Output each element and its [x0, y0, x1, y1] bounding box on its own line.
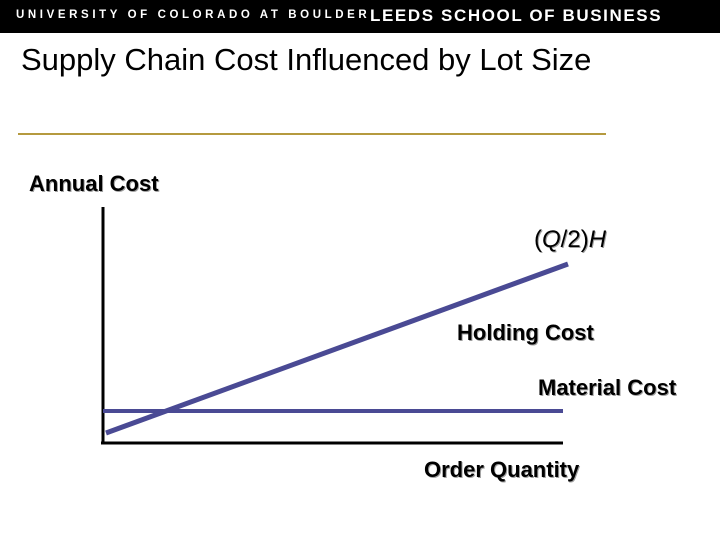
slide-title: Supply Chain Cost Influenced by Lot Size	[21, 42, 592, 77]
header-bar: UNIVERSITY OF COLORADO AT BOULDER LEEDS …	[0, 0, 720, 33]
x-axis-label: Order Quantity	[424, 457, 580, 482]
formula-mid: /2)	[560, 226, 589, 253]
y-axis-label: Annual Cost	[29, 171, 159, 196]
university-name: UNIVERSITY OF COLORADO AT BOULDER	[16, 9, 371, 21]
formula-open: (	[534, 226, 542, 253]
school-name: LEEDS SCHOOL OF BUSINESS	[370, 6, 663, 25]
formula-q: Q	[542, 226, 561, 253]
holding-cost-label: Holding Cost	[457, 320, 594, 345]
holding-cost-formula: (Q/2)H	[534, 226, 606, 254]
title-divider	[18, 133, 606, 135]
material-cost-label: Material Cost	[538, 375, 677, 400]
formula-h: H	[588, 226, 607, 253]
holding-cost-line	[105, 261, 569, 436]
